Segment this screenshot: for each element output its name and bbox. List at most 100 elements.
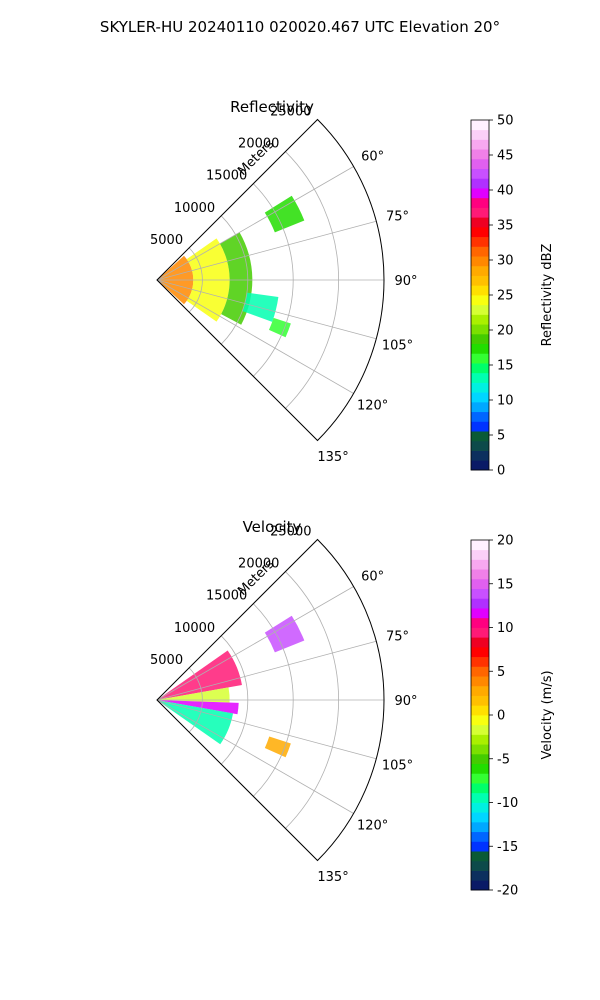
colorbar-swatch	[471, 676, 489, 687]
azimuth-spoke	[156, 699, 377, 760]
colorbar-tick-label: -15	[497, 840, 518, 855]
colorbar-swatch	[471, 285, 489, 296]
colorbar-swatch	[471, 246, 489, 257]
echo-region-5	[264, 736, 291, 758]
radial-tick-label: 10000	[174, 621, 215, 636]
colorbar: 0 5 10 15 20 25 30 35 40 45 50 Reflectivity dBZ	[470, 114, 555, 479]
colorbar-swatch	[471, 753, 489, 765]
colorbar-swatch	[471, 598, 489, 609]
panel-title: Reflectivity	[230, 98, 314, 116]
sector-outline	[156, 538, 385, 862]
echo-region-1	[157, 687, 230, 703]
colorbar-swatch	[471, 646, 489, 658]
radial-tick-label: 20000	[238, 557, 279, 572]
colorbar-swatch	[471, 588, 489, 599]
colorbar-swatch	[471, 353, 489, 364]
colorbar-swatch	[471, 197, 489, 208]
colorbar-swatch	[471, 812, 489, 823]
colorbar-swatch	[471, 129, 489, 140]
colorbar-swatch	[471, 860, 489, 871]
colorbar-swatch	[471, 343, 489, 354]
echo-region-3	[264, 195, 305, 233]
colorbar-tick-label: 15	[497, 359, 514, 374]
echo-layer	[157, 615, 305, 758]
colorbar-swatch	[471, 578, 489, 590]
sector-outline	[156, 118, 385, 442]
colorbar-swatch	[471, 226, 489, 238]
colorbar-tick-label: 20	[497, 324, 514, 339]
colorbar-tick-label: 45	[497, 149, 514, 164]
colorbar-swatch	[471, 880, 489, 891]
colorbar-swatch	[471, 333, 489, 345]
colorbar-tick-label: 10	[497, 621, 514, 636]
azimuth-spoke	[156, 220, 377, 281]
colorbar-tick-label: 50	[497, 114, 514, 129]
colorbar-swatch	[471, 870, 489, 881]
colorbar-swatch	[471, 275, 489, 286]
colorbar-tick-label: -5	[497, 752, 510, 767]
colorbar-tick-label: 35	[497, 219, 514, 234]
colorbar-swatch	[471, 715, 489, 726]
colorbar-swatch	[471, 217, 489, 228]
colorbar-swatch	[471, 540, 489, 551]
colorbar-swatch	[471, 139, 489, 150]
colorbar-swatch	[471, 168, 489, 179]
colorbar-swatch	[471, 207, 489, 218]
colorbar-tick-label: 25	[497, 289, 514, 304]
angle-tick-label: 120°	[357, 819, 388, 834]
colorbar-swatch	[471, 637, 489, 648]
colorbar-swatch	[471, 569, 489, 580]
colorbar-tick-label: 10	[497, 394, 514, 409]
angle-tick-label: 75°	[386, 630, 409, 645]
polar-grid	[156, 151, 384, 441]
colorbar-swatch	[471, 821, 489, 833]
colorbar-tick-label: 5	[497, 429, 505, 444]
colorbar-swatch	[471, 549, 489, 560]
colorbar-swatch	[471, 802, 489, 813]
angle-tick-label: 60°	[361, 150, 384, 165]
panel-title: Velocity	[243, 518, 302, 536]
radial-tick-label: 15000	[206, 589, 247, 604]
azimuth-spoke	[156, 166, 354, 281]
colorbar-swatch	[471, 617, 489, 628]
colorbar-tick-label: 20	[497, 534, 514, 549]
colorbar-swatch	[471, 734, 489, 745]
azimuth-spoke	[156, 699, 354, 814]
azimuth-spoke	[156, 279, 377, 340]
colorbar-swatch	[471, 705, 489, 716]
azimuth-spoke	[156, 640, 377, 701]
radial-tick-label: 10000	[174, 201, 215, 216]
colorbar-tick-label: 30	[497, 254, 514, 269]
figure-suptitle: SKYLER-HU 20240110 020020.467 UTC Elevat…	[100, 18, 500, 36]
radial-tick-label: 25000	[270, 524, 311, 539]
colorbar-swatch	[471, 158, 489, 170]
radial-tick-label: 5000	[150, 653, 183, 668]
colorbar-swatch	[471, 608, 489, 619]
echo-region-5	[268, 317, 291, 338]
colorbar-swatch	[471, 314, 489, 325]
azimuth-spoke	[156, 279, 354, 394]
angle-tick-label: 120°	[357, 399, 388, 414]
colorbar-swatch	[471, 744, 489, 755]
colorbar-tick-label: -20	[497, 884, 518, 899]
angle-tick-label: 75°	[386, 210, 409, 225]
colorbar-swatch	[471, 178, 489, 189]
radial-tick-label: 5000	[150, 233, 183, 248]
colorbar-swatch	[471, 440, 489, 451]
angle-tick-label: 105°	[382, 338, 413, 353]
colorbar-swatch	[471, 724, 489, 735]
colorbar-swatch	[471, 666, 489, 677]
colorbar-swatch	[471, 304, 489, 315]
colorbar-swatch	[471, 559, 489, 570]
colorbar-tick-label: 0	[497, 464, 505, 479]
colorbar-tick-label: 5	[497, 665, 505, 680]
colorbar-swatch	[471, 324, 489, 335]
colorbar-swatch	[471, 851, 489, 862]
colorbar-swatch	[471, 265, 489, 276]
radial-tick-label: 15000	[206, 169, 247, 184]
angle-tick-label: 105°	[382, 758, 413, 773]
colorbar-swatch	[471, 431, 489, 442]
echo-region-4	[264, 615, 305, 653]
